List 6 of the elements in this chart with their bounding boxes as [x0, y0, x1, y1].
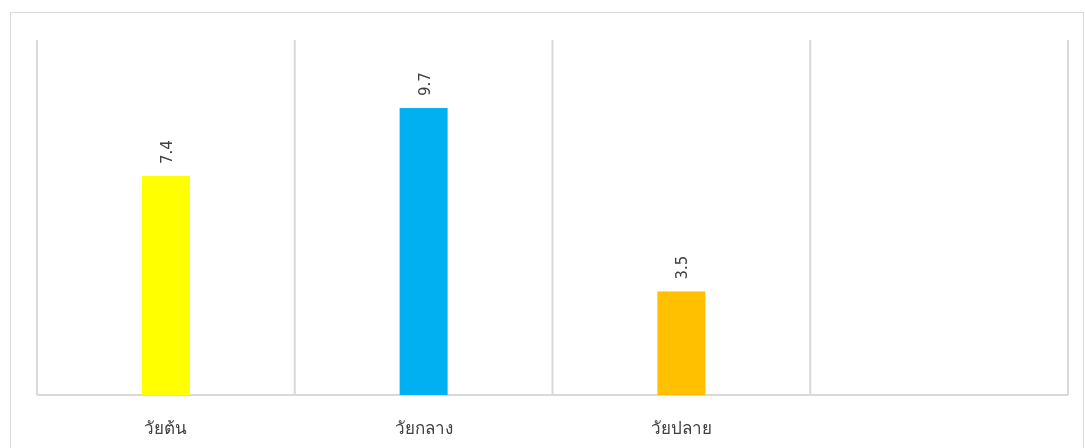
x-tick-label: วัยกลาง [394, 418, 453, 438]
data-label: 9.7 [415, 72, 434, 97]
data-label: 7.4 [157, 140, 176, 165]
data-label: 3.5 [673, 255, 692, 280]
x-tick-label: วัยปลาย [650, 418, 712, 438]
x-tick-label: วัยต้น [144, 418, 188, 438]
